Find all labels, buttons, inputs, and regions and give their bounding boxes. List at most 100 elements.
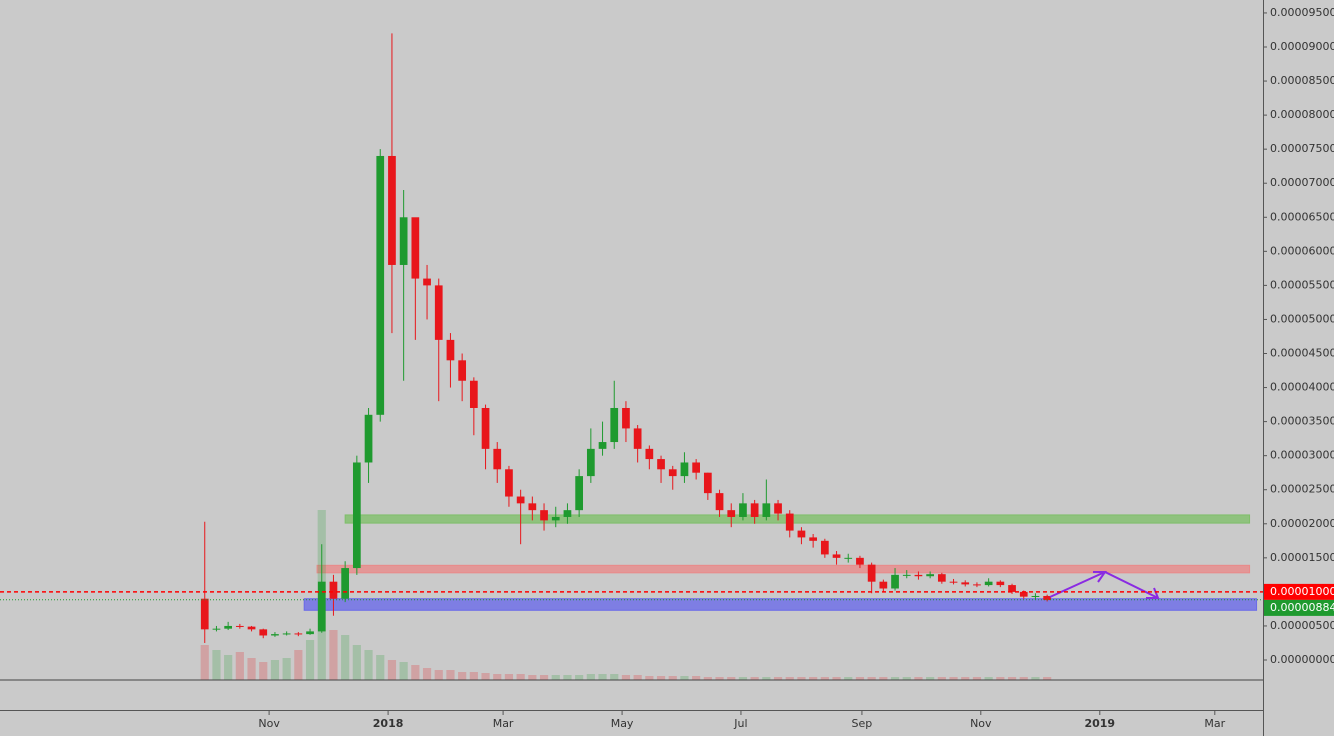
x-tick-label: Nov <box>258 717 280 730</box>
y-tick-label: 0.00008500 <box>1270 74 1334 87</box>
price-label-box <box>1264 599 1334 616</box>
x-tick-label: Mar <box>1204 717 1225 730</box>
candle-body <box>481 407 490 449</box>
volume-bar <box>961 677 970 680</box>
candle-body <box>458 360 467 381</box>
volume-bar <box>352 645 361 680</box>
zone <box>303 598 1258 611</box>
candle-body <box>212 628 221 630</box>
volume-bar <box>879 677 888 680</box>
candle-body <box>306 631 314 635</box>
volume-bar <box>586 674 595 680</box>
x-tick-label: May <box>611 717 634 730</box>
volume-bar <box>563 675 572 680</box>
volume-bar <box>692 676 701 680</box>
candle-body <box>633 428 642 449</box>
volume-bar <box>294 650 303 680</box>
candle-body <box>388 155 396 265</box>
y-tick-label: 0.00005500 <box>1270 278 1334 291</box>
volume-bar <box>914 677 923 680</box>
y-tick-label: 0.00002500 <box>1270 483 1334 496</box>
volume-bar <box>235 652 244 680</box>
candle-body <box>516 496 525 504</box>
x-tick-label: Mar <box>493 717 514 730</box>
candle-body <box>563 510 572 517</box>
price-label: 0.00001000 <box>1270 585 1334 598</box>
candle-body <box>1043 595 1051 601</box>
candle-body <box>703 472 712 494</box>
volume-bar <box>446 670 455 680</box>
volume-bar <box>399 662 408 680</box>
volume-bar <box>422 668 432 680</box>
candle-body <box>762 503 771 517</box>
volume-bar <box>411 665 420 680</box>
volume-bar <box>797 677 806 680</box>
candle-body <box>423 278 431 286</box>
volume-bar <box>844 677 853 680</box>
candle-body <box>926 574 934 577</box>
volume-bar <box>972 677 982 680</box>
candle-body <box>200 598 209 630</box>
volume-bar <box>656 676 666 680</box>
candle-body <box>364 414 373 463</box>
candle-body <box>540 510 548 521</box>
y-tick-label: 0.00005000 <box>1270 312 1334 325</box>
candle-body <box>809 537 818 541</box>
candle-body <box>528 503 537 511</box>
candle-body <box>797 530 806 538</box>
candle-body <box>996 581 1005 586</box>
volume-bar <box>668 676 677 680</box>
candle-body <box>352 462 361 569</box>
y-tick-label: 0.00009500 <box>1270 6 1334 19</box>
candle-body <box>235 625 244 627</box>
candle-body <box>505 469 513 497</box>
volume-bar <box>575 675 584 680</box>
volume-bar <box>949 677 958 680</box>
candle-body <box>469 380 478 408</box>
y-tick-label: 0.00000500 <box>1270 619 1334 632</box>
volume-bar <box>458 672 467 680</box>
candle-body <box>575 476 584 511</box>
volume-bar <box>984 677 993 680</box>
volume-bar <box>867 677 876 680</box>
volume-bar <box>598 674 607 680</box>
volume-bar <box>270 660 280 680</box>
candle-body <box>891 574 899 589</box>
volume-bar <box>890 677 900 680</box>
volume-bar <box>738 677 748 680</box>
zone <box>316 564 1251 574</box>
volume-bar <box>809 677 818 680</box>
candle-body <box>341 568 350 599</box>
volume-bar <box>504 674 514 680</box>
volume-bar <box>551 675 560 680</box>
volume-bar <box>926 677 935 680</box>
candle-body <box>984 581 993 586</box>
volume-bar <box>1007 677 1017 680</box>
candle-body <box>668 469 677 477</box>
volume-bar <box>855 677 865 680</box>
volume-bar <box>832 677 841 680</box>
candle-body <box>551 516 560 521</box>
candle-body <box>399 217 408 265</box>
x-tick-label: Nov <box>970 717 992 730</box>
y-tick-label: 0.00007000 <box>1270 176 1334 189</box>
volume-bar <box>762 677 771 680</box>
candle-body <box>259 629 268 636</box>
volume-bar <box>633 675 642 680</box>
y-tick-label: 0.00009000 <box>1270 40 1334 53</box>
price-label-box <box>1264 583 1334 600</box>
candle-body <box>1008 585 1016 592</box>
volume-bar <box>493 674 502 680</box>
candle-body <box>645 448 654 460</box>
price-label: 0.00000884 <box>1270 601 1334 614</box>
candle-body <box>622 407 630 429</box>
volume-bar <box>680 676 689 680</box>
volume-bar <box>282 658 291 680</box>
y-tick-label: 0.00001500 <box>1270 551 1334 564</box>
y-tick-label: 0.00004500 <box>1270 347 1334 360</box>
candle-body <box>376 155 385 415</box>
volume-bar <box>610 674 619 680</box>
candle-body <box>844 557 853 559</box>
candle-body <box>867 564 876 582</box>
